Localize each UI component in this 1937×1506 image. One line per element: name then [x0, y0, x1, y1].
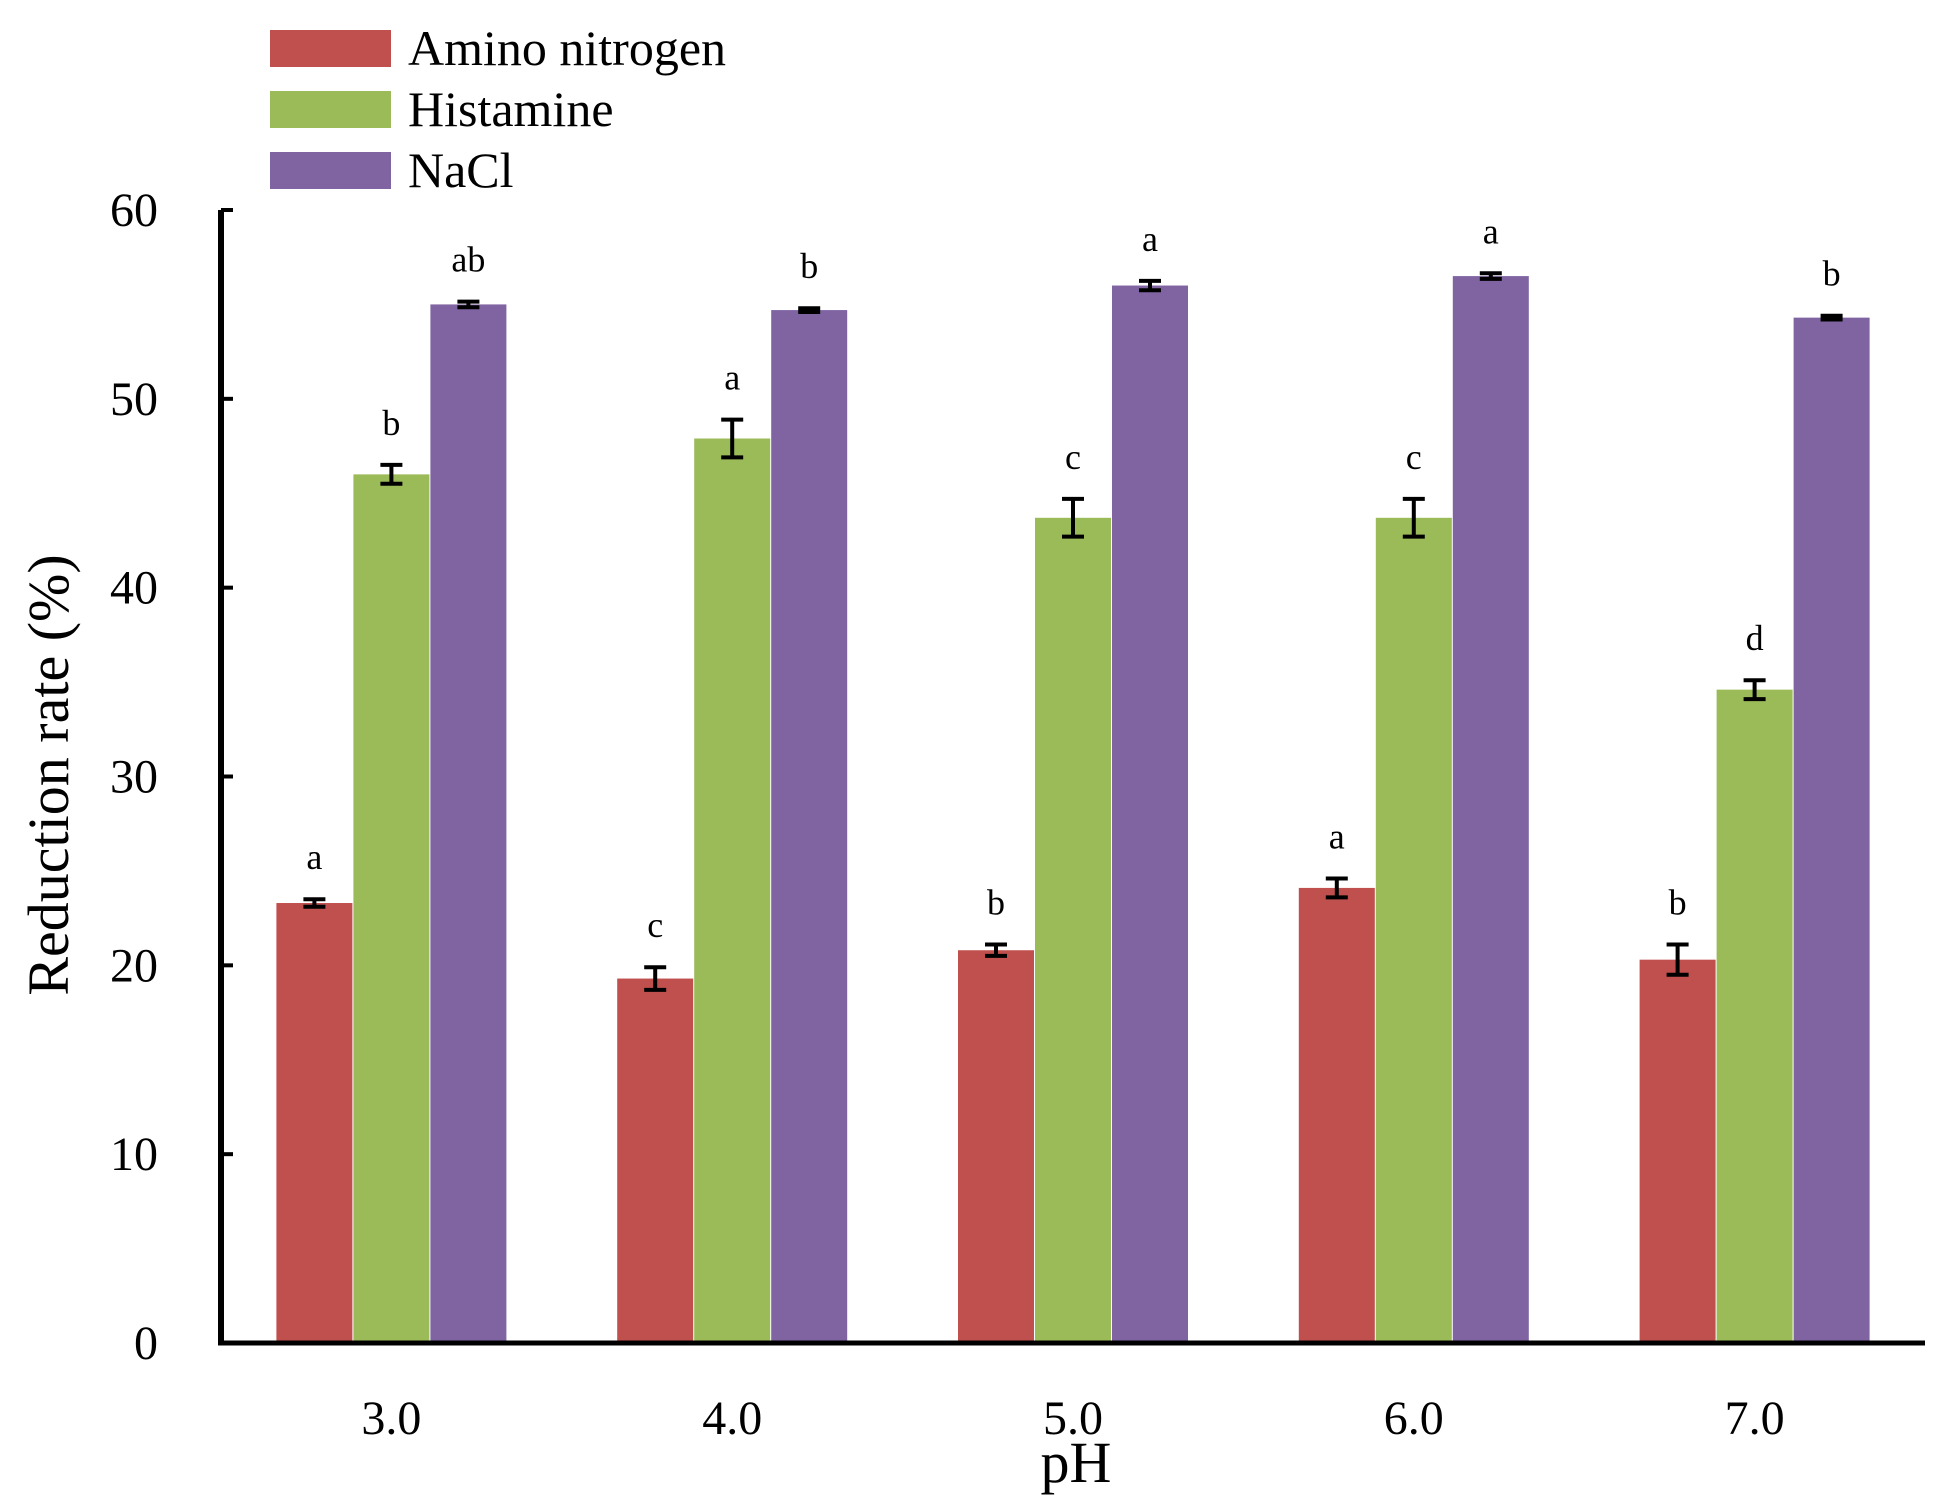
error-bars: [303, 271, 1843, 992]
significance-label: b: [800, 246, 818, 286]
bar: [1112, 285, 1188, 1343]
x-tick-label: 3.0: [361, 1392, 421, 1445]
significance-label: a: [1329, 816, 1345, 856]
significance-label: a: [1483, 211, 1499, 251]
y-tick-label: 60: [110, 184, 158, 237]
significance-label: ab: [451, 240, 485, 280]
bar: [617, 978, 694, 1343]
significance-label: b: [987, 883, 1005, 923]
y-tick-label: 20: [110, 939, 158, 992]
bar: [1452, 276, 1529, 1343]
significance-label: c: [1406, 437, 1422, 477]
significance-label: b: [1823, 254, 1841, 294]
x-ticks: 3.0 4.0 5.0 6.0 7.0: [361, 1392, 1784, 1445]
significance-label: b: [382, 403, 400, 443]
significance-label: c: [1065, 437, 1081, 477]
bar: [1375, 517, 1452, 1343]
bar: [276, 903, 353, 1343]
y-tick-label: 0: [134, 1317, 158, 1370]
bar: [771, 310, 848, 1343]
legend-swatch: [270, 91, 391, 128]
y-tick-label: 40: [110, 562, 158, 615]
y-axis-title: Reduction rate (%): [16, 554, 81, 995]
legend-swatch: [270, 30, 391, 67]
bar: [958, 950, 1034, 1343]
significance-label: a: [306, 837, 322, 877]
bar: [1298, 887, 1375, 1343]
bar: [430, 304, 507, 1344]
legend-label: Amino nitrogen: [408, 20, 726, 76]
bar: [1793, 317, 1870, 1343]
significance-label: d: [1746, 618, 1764, 658]
significance-label: a: [1142, 219, 1158, 259]
y-tick-label: 10: [110, 1128, 158, 1181]
legend-swatch: [270, 152, 391, 189]
bar: [1035, 517, 1111, 1343]
bars: [276, 276, 1870, 1344]
significance-label: b: [1669, 883, 1687, 923]
x-tick-label: 7.0: [1725, 1392, 1785, 1445]
y-tick-label: 50: [110, 373, 158, 426]
x-tick-label: 4.0: [702, 1392, 762, 1445]
significance-label: c: [647, 905, 663, 945]
significance-label: a: [724, 358, 740, 398]
x-axis-title: pH: [1041, 1430, 1112, 1495]
y-ticks: 0 10 20 30 40 50 60: [110, 184, 233, 1370]
bar: [353, 474, 430, 1343]
bar: [1716, 689, 1793, 1343]
x-tick-label: 5.0: [1043, 1392, 1103, 1445]
legend-label: NaCl: [408, 142, 514, 198]
y-tick-label: 30: [110, 751, 158, 804]
bar: [1639, 959, 1716, 1343]
x-tick-label: 6.0: [1384, 1392, 1444, 1445]
bar: [694, 438, 771, 1343]
legend-label: Histamine: [408, 81, 614, 137]
